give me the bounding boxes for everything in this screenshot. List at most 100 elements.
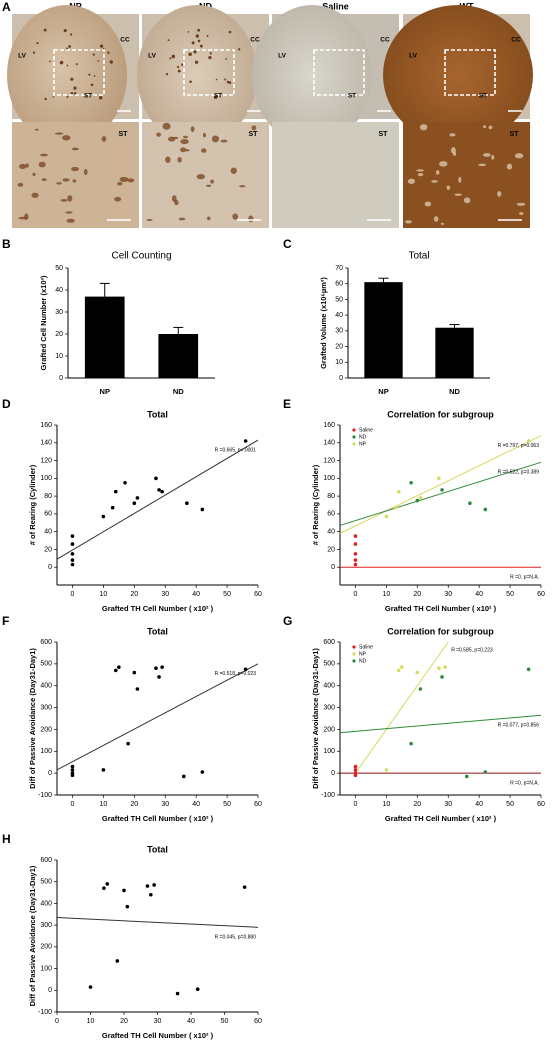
cell: [66, 95, 69, 98]
cell: [97, 59, 100, 62]
region-label: CC: [120, 37, 130, 44]
y-tick-label: 20: [335, 343, 343, 350]
cell: [66, 47, 69, 50]
x-tick-label: 50: [506, 591, 514, 598]
x-tick-label: 10: [382, 801, 390, 808]
point: [437, 476, 441, 481]
y-tick-label: 30: [335, 328, 343, 335]
x-axis-label: Grafted TH Cell Number ( x10² ): [385, 604, 497, 613]
cell: [63, 29, 67, 33]
x-tick-label: 30: [154, 1018, 162, 1025]
roi-box: [313, 49, 365, 96]
cell: [83, 168, 88, 175]
y-tick-label: 500: [40, 661, 52, 668]
point: [70, 562, 75, 567]
cell: [187, 31, 190, 33]
roi-box: [444, 49, 496, 96]
column-label: Saline: [322, 1, 349, 11]
cell: [38, 161, 46, 168]
fit-line: [56, 917, 259, 928]
y-axis-label: Diff of Passive Avoidance (Day31-Day1): [311, 648, 320, 789]
x-tick-label: 0: [354, 591, 358, 598]
cell: [69, 33, 73, 36]
cell: [208, 56, 212, 60]
fit-annotation: R =0.077, p=0.856: [498, 723, 540, 729]
point: [396, 668, 401, 673]
x-tick-label: 50: [223, 591, 231, 598]
fit-line: [56, 663, 259, 771]
region-label: LV: [148, 53, 156, 60]
cell: [146, 218, 153, 222]
region-label: ST: [348, 93, 356, 100]
y-tick-label: 0: [48, 770, 52, 777]
bar: [364, 282, 403, 378]
point: [157, 675, 161, 679]
point: [122, 888, 126, 893]
chart-title: Cell Counting: [111, 251, 171, 262]
y-tick-label: 300: [323, 704, 335, 711]
cell: [202, 132, 206, 138]
cell: [66, 64, 69, 67]
point: [200, 770, 205, 774]
y-tick-label: 160: [40, 422, 52, 429]
cell: [71, 147, 79, 151]
point: [149, 892, 153, 897]
x-tick-label: 60: [254, 591, 262, 598]
cell: [405, 220, 412, 224]
cell: [60, 199, 68, 202]
bar: [158, 334, 199, 378]
point: [110, 505, 115, 510]
chart-title: Total: [408, 251, 429, 262]
cell: [224, 78, 227, 81]
x-tick-label: 0: [55, 1018, 59, 1025]
cell: [463, 197, 471, 204]
y-tick-label: 100: [323, 475, 335, 482]
point: [418, 687, 423, 691]
cell: [99, 44, 104, 48]
cell: [156, 132, 162, 137]
x-tick-label: 20: [130, 801, 138, 808]
point: [70, 768, 75, 772]
cell: [239, 185, 246, 188]
point: [160, 489, 164, 494]
cell: [177, 156, 182, 163]
x-tick-label: 30: [161, 591, 169, 598]
x-tick-label: 30: [444, 801, 452, 808]
cell: [431, 180, 438, 183]
cell: [454, 193, 462, 196]
x-tick-label: NP: [100, 387, 110, 396]
fit-line: [339, 435, 542, 534]
x-tick-label: 20: [413, 801, 421, 808]
legend-label: Saline: [359, 427, 373, 433]
region-label: LV: [18, 53, 26, 60]
x-tick-label: 0: [71, 801, 75, 808]
y-tick-label: 50: [335, 296, 343, 303]
point: [409, 741, 413, 746]
point: [243, 667, 248, 672]
y-tick-label: 0: [331, 770, 335, 777]
photo-bottom: [12, 122, 139, 228]
cell: [191, 41, 195, 45]
y-tick-label: 100: [40, 475, 52, 482]
region-label: CC: [380, 37, 390, 44]
y-tick-label: 140: [40, 440, 52, 447]
panel-letter: G: [283, 614, 292, 628]
cell: [190, 126, 195, 132]
point: [145, 884, 150, 888]
panel-letter: C: [283, 237, 292, 251]
point: [526, 667, 531, 672]
legend-label: Saline: [359, 644, 373, 650]
cell: [197, 28, 201, 32]
x-tick-label: 10: [99, 801, 107, 808]
legend-marker: [352, 435, 356, 439]
x-tick-label: 20: [120, 1018, 128, 1025]
x-tick-label: 40: [192, 801, 200, 808]
fit-line: [56, 439, 259, 560]
point: [396, 489, 401, 494]
cell: [117, 182, 123, 186]
legend-label: NP: [359, 441, 367, 447]
cell: [482, 153, 491, 157]
x-tick-label: 20: [413, 591, 421, 598]
cell: [491, 155, 495, 160]
